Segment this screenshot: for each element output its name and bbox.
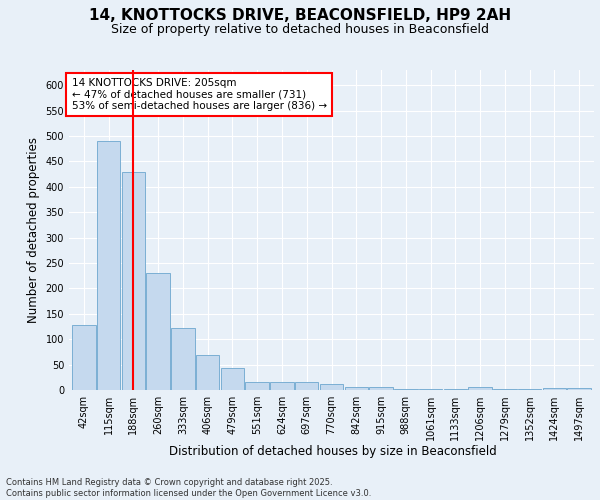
Text: Contains HM Land Registry data © Crown copyright and database right 2025.
Contai: Contains HM Land Registry data © Crown c… [6, 478, 371, 498]
Bar [344, 387, 368, 390]
Bar [221, 368, 244, 390]
Text: 14, KNOTTOCKS DRIVE, BEACONSFIELD, HP9 2AH: 14, KNOTTOCKS DRIVE, BEACONSFIELD, HP9 2… [89, 8, 511, 22]
Y-axis label: Number of detached properties: Number of detached properties [27, 137, 40, 323]
Text: 14 KNOTTOCKS DRIVE: 205sqm
← 47% of detached houses are smaller (731)
53% of sem: 14 KNOTTOCKS DRIVE: 205sqm ← 47% of deta… [71, 78, 327, 111]
Text: Size of property relative to detached houses in Beaconsfield: Size of property relative to detached ho… [111, 22, 489, 36]
Bar [542, 388, 566, 390]
Bar [146, 273, 170, 390]
Bar [196, 356, 220, 390]
Text: Distribution of detached houses by size in Beaconsfield: Distribution of detached houses by size … [169, 444, 497, 458]
Bar [320, 384, 343, 390]
Bar [369, 387, 393, 390]
Bar [469, 388, 492, 390]
Bar [122, 172, 145, 390]
Bar [270, 382, 294, 390]
Bar [171, 328, 194, 390]
Bar [97, 141, 121, 390]
Bar [568, 388, 591, 390]
Bar [245, 382, 269, 390]
Bar [295, 382, 319, 390]
Bar [72, 325, 95, 390]
